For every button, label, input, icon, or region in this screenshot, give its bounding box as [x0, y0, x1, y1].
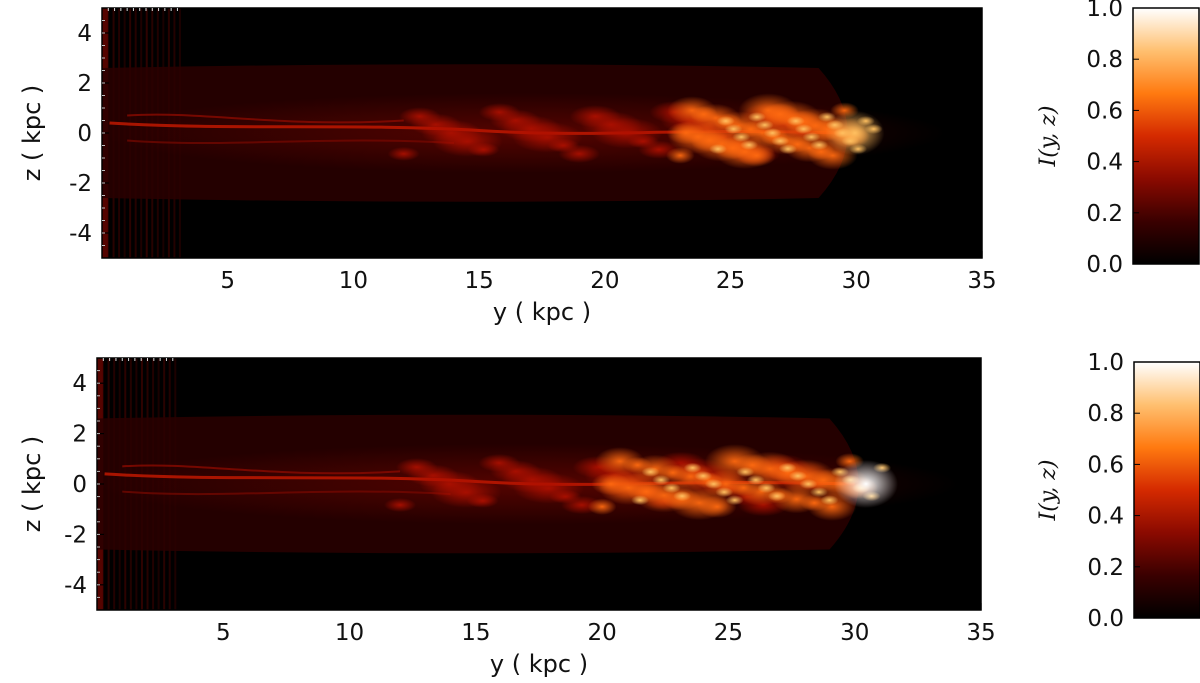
head-highlight: [779, 144, 798, 154]
head-highlight: [755, 120, 774, 130]
head-highlight: [704, 479, 723, 489]
head-highlight: [757, 483, 776, 494]
y-tick-label: -2: [69, 171, 92, 197]
head-highlight: [794, 124, 813, 134]
heatmap-image: [102, 8, 946, 258]
head-highlight: [809, 487, 828, 498]
head-highlight: [763, 128, 782, 138]
jet-knot: [466, 493, 499, 508]
x-tick-label: 35: [966, 620, 995, 646]
x-tick-label: 10: [339, 268, 368, 294]
y-tick-label: -4: [64, 573, 87, 599]
head-highlight: [715, 487, 734, 498]
head-blob: [737, 144, 777, 167]
jet-knot: [558, 144, 601, 163]
y-tick-label: -4: [69, 221, 92, 247]
jet-filament: [122, 464, 401, 475]
y-axis-label: z ( kpc ): [18, 436, 46, 533]
head-highlight: [802, 132, 821, 142]
head-highlight: [788, 470, 807, 481]
head-highlight: [716, 116, 735, 126]
hot-spot: [833, 460, 898, 508]
head-highlight: [799, 479, 818, 489]
colorbar-tick-label: 0.6: [1087, 452, 1124, 478]
head-highlight: [694, 470, 713, 481]
head-highlight: [652, 474, 671, 485]
colorbar-tick-label: 0.0: [1086, 252, 1123, 278]
y-axis-label: z ( kpc ): [18, 85, 46, 182]
colorbar-tick-label: 0.4: [1086, 150, 1123, 176]
colorbar-tick-label: 0.8: [1087, 401, 1124, 427]
head-highlight: [736, 466, 755, 477]
x-tick-label: 5: [220, 268, 235, 294]
jet-knot: [387, 146, 420, 161]
head-highlight: [820, 495, 839, 506]
colorbar-tick-label: 0.6: [1086, 98, 1123, 124]
x-tick-label: 25: [714, 620, 743, 646]
colorbar-tick-label: 0.0: [1087, 606, 1124, 632]
y-tick-label: 2: [72, 422, 87, 448]
x-axis-label: y ( kpc ): [493, 298, 591, 326]
colorbar-label: I(y, z): [1036, 460, 1061, 522]
y-tick-label: 0: [77, 121, 92, 147]
colorbar-label: I(y, z): [1036, 106, 1061, 168]
head-highlight: [810, 140, 829, 150]
colorbar-tick-label: 1.0: [1087, 350, 1124, 376]
head-highlight: [641, 466, 660, 477]
y-tick-label: 4: [77, 21, 92, 47]
y-tick-label: 0: [72, 472, 87, 498]
colorbar: [1132, 7, 1200, 265]
colorbar-tick-label: 0.2: [1086, 201, 1123, 227]
head-highlight: [673, 491, 692, 502]
y-tick-label: 2: [77, 71, 92, 97]
x-tick-label: 20: [588, 620, 617, 646]
x-tick-label: 20: [590, 268, 619, 294]
x-tick-label: 30: [842, 268, 871, 294]
colorbar-tick-label: 0.2: [1087, 555, 1124, 581]
head-highlight: [709, 144, 727, 154]
head-highlight: [683, 462, 702, 473]
colorbar-tick-label: 0.4: [1087, 504, 1124, 530]
x-tick-label: 15: [465, 268, 494, 294]
x-axis-label: y ( kpc ): [490, 650, 588, 678]
jet-knot: [467, 142, 500, 157]
colorbar: [1133, 361, 1200, 619]
head-highlight: [767, 491, 786, 502]
head-highlight: [786, 116, 805, 126]
heatmap-image: [97, 358, 959, 610]
head-highlight: [740, 140, 759, 150]
x-tick-label: 30: [840, 620, 869, 646]
x-tick-label: 35: [967, 268, 996, 294]
head-blob: [587, 498, 617, 515]
colorbar-tick-label: 0.8: [1086, 47, 1123, 73]
head-highlight: [778, 462, 797, 473]
head-highlight: [724, 124, 743, 134]
head-highlight: [725, 495, 744, 506]
jet-knot: [384, 498, 417, 512]
head-highlight: [732, 132, 751, 142]
jet-filament: [127, 139, 455, 144]
y-tick-label: -2: [64, 522, 87, 548]
hot-spot: [825, 110, 885, 156]
head-highlight: [662, 483, 681, 494]
colorbar-tick-label: 1.0: [1086, 0, 1123, 22]
jet-filament: [127, 113, 404, 124]
y-tick-label: 4: [72, 371, 87, 397]
x-tick-label: 25: [716, 268, 745, 294]
head-highlight: [631, 495, 650, 506]
x-tick-label: 10: [335, 620, 364, 646]
head-highlight: [771, 136, 790, 146]
head-highlight: [747, 112, 766, 122]
x-tick-label: 15: [461, 620, 490, 646]
jet-filament: [122, 490, 451, 496]
head-highlight: [746, 474, 765, 485]
x-tick-label: 5: [216, 620, 231, 646]
